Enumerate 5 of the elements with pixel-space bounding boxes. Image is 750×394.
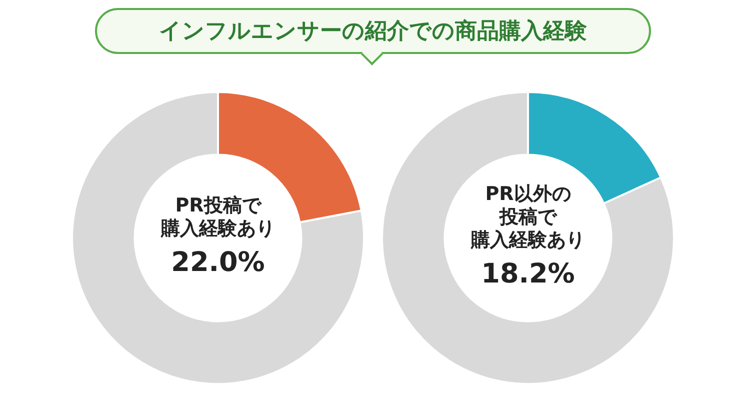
data-label: 22.0% — [171, 247, 265, 278]
slice-label: PR以外の投稿で購入経験あり — [470, 182, 585, 251]
slice-label: PR投稿で購入経験あり — [160, 194, 275, 240]
chart-title: インフルエンサーの紹介での商品購入経験 — [95, 8, 651, 54]
data-label: 18.2% — [481, 258, 575, 290]
